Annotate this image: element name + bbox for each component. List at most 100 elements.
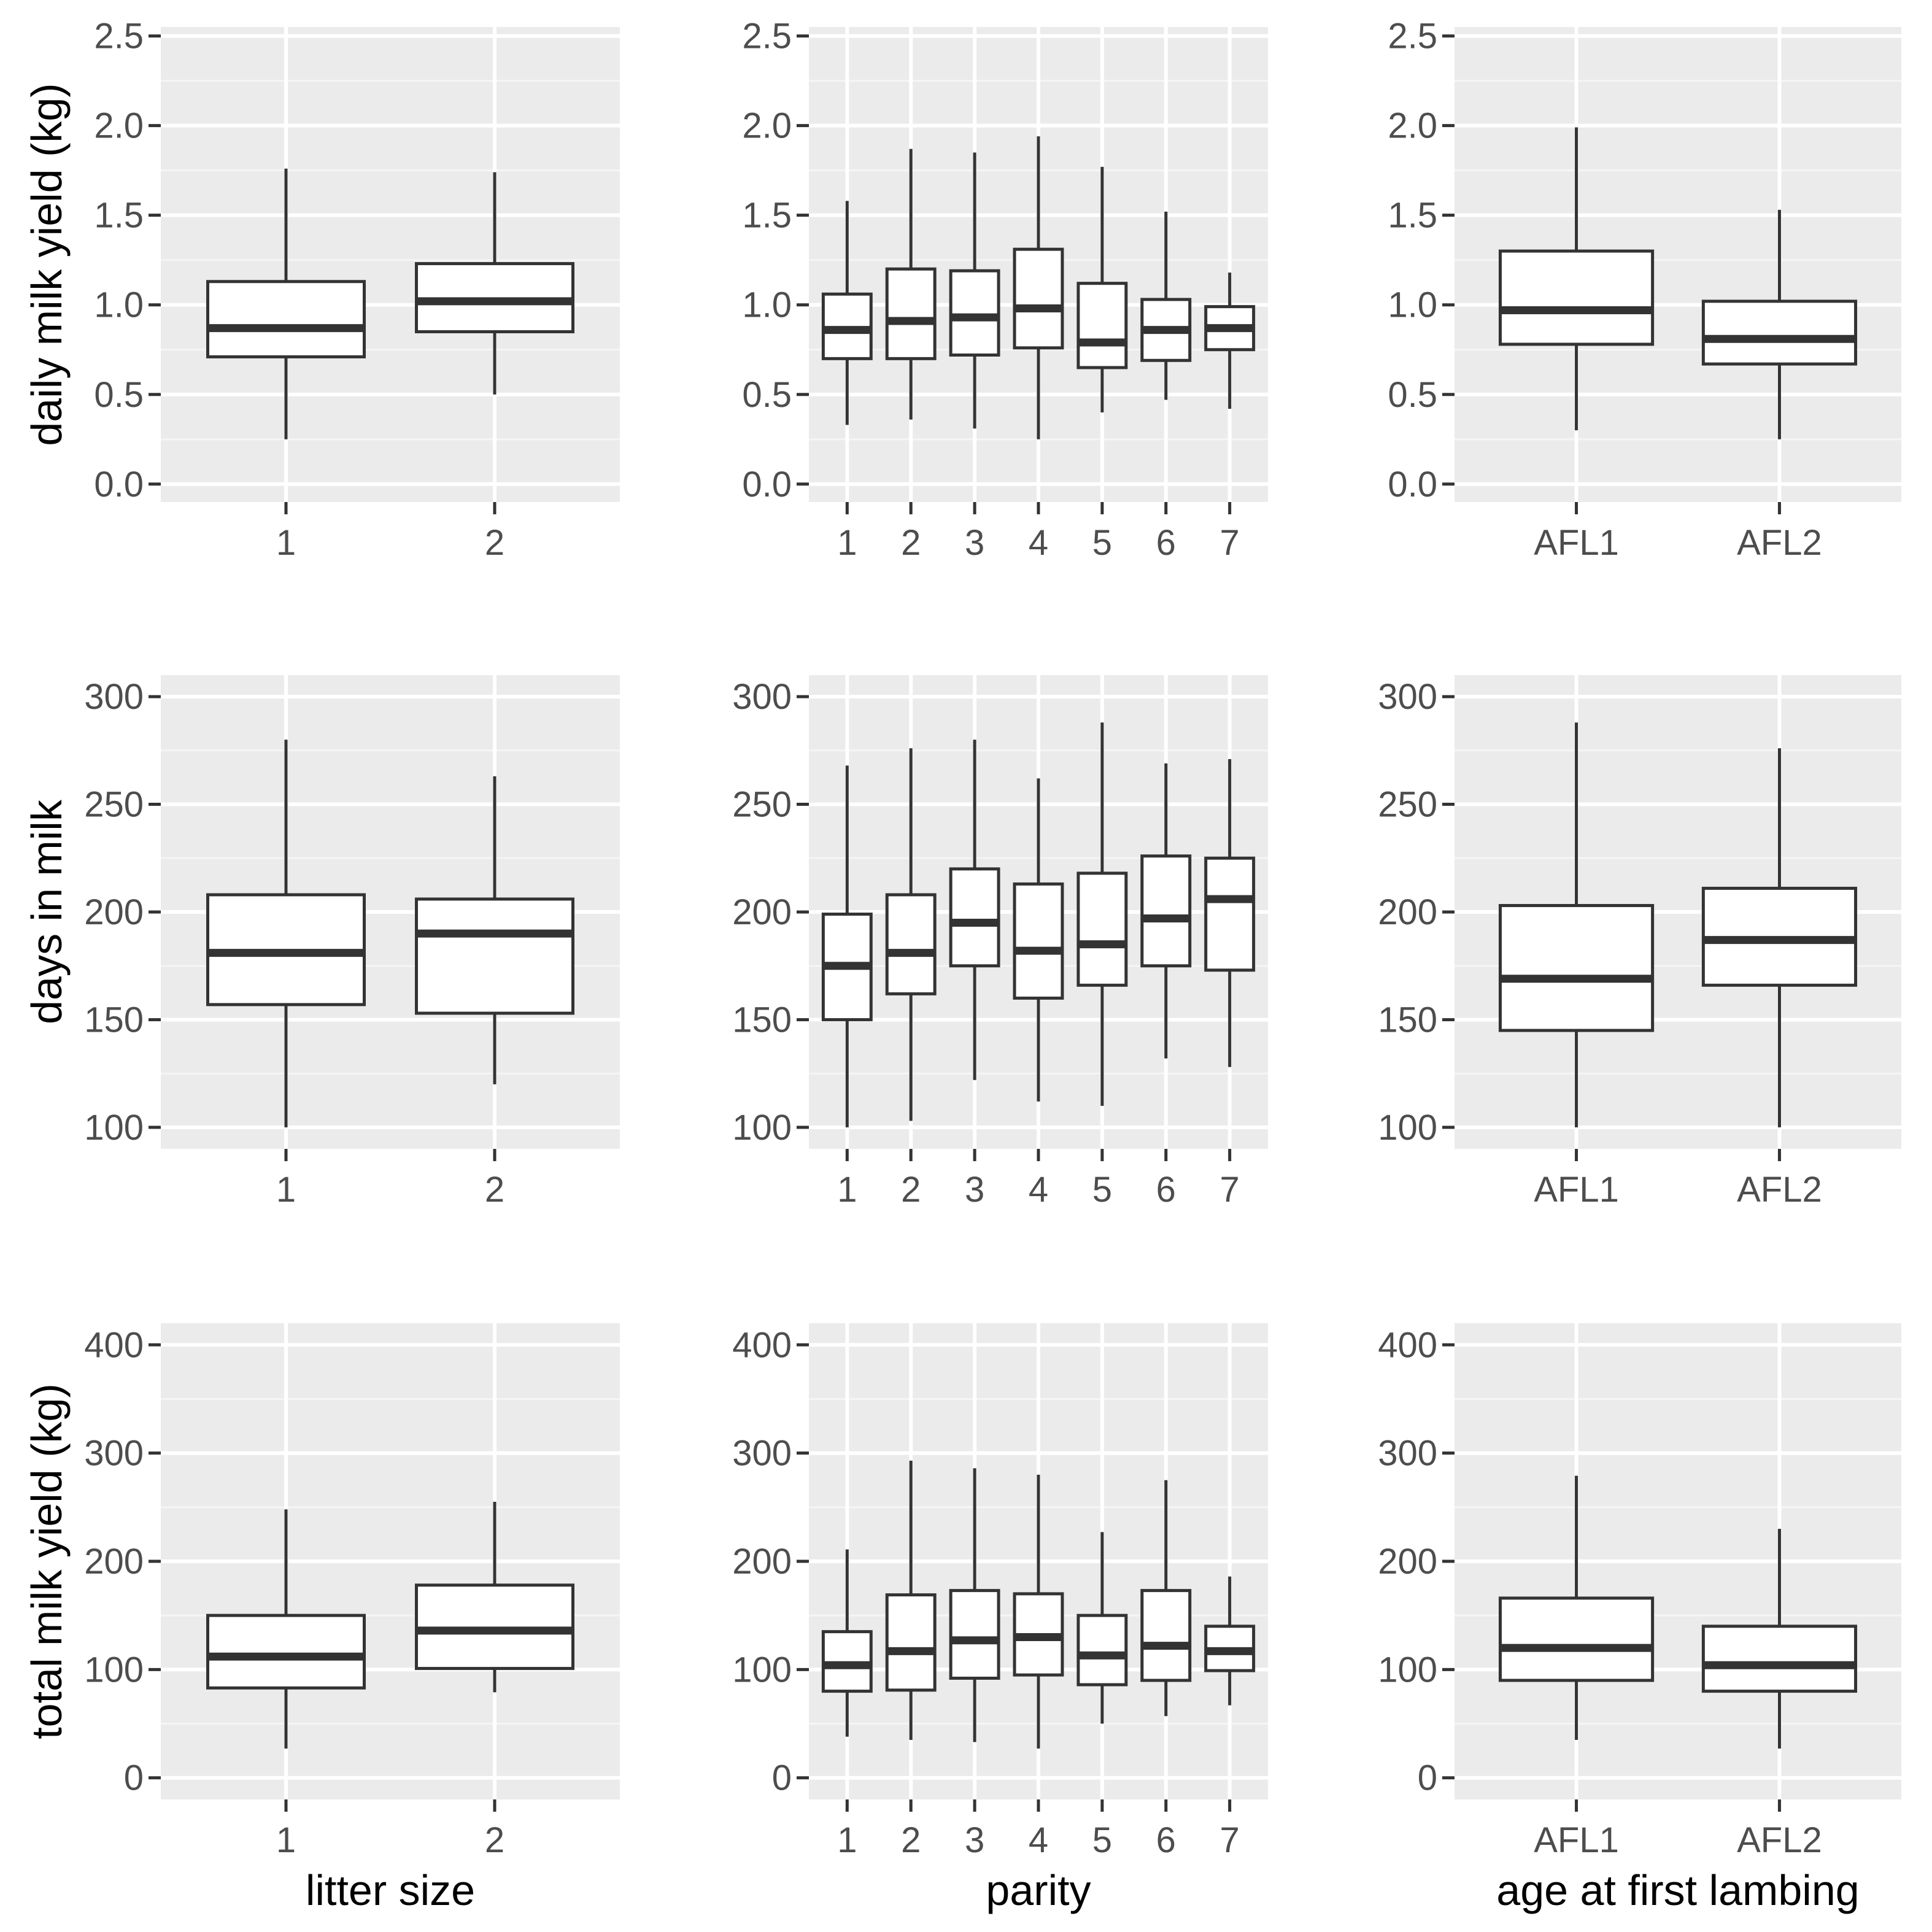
x-tick-label: AFL1 <box>1534 523 1619 563</box>
y-tick-label: 100 <box>84 1650 144 1690</box>
x-tick-label: 2 <box>901 1820 921 1860</box>
panel-2-1: 0 100 200 300 400 1 2 3 4 5 6 7 parity <box>732 1323 1268 1914</box>
x-tick-label: 7 <box>1220 1170 1240 1210</box>
box-AFL2 <box>1701 209 1858 439</box>
y-axis-title: daily milk yield (kg) <box>23 83 71 446</box>
panel-1-1: 100 150 200 250 300 1 2 3 4 5 6 7 <box>732 675 1268 1210</box>
x-tick-label: 6 <box>1156 1820 1176 1860</box>
box-1 <box>821 765 873 1127</box>
box-2 <box>885 1460 937 1740</box>
y-tick-label: 300 <box>732 677 792 717</box>
x-tick-label: 1 <box>276 523 296 563</box>
x-tick-label: AFL1 <box>1534 1170 1619 1210</box>
x-tick-label: 4 <box>1029 1170 1048 1210</box>
x-tick-label: 5 <box>1092 1820 1112 1860</box>
box-3 <box>949 1468 1000 1742</box>
x-tick-label: 2 <box>901 523 921 563</box>
box-AFL1 <box>1498 127 1655 431</box>
y-tick-label: 100 <box>1378 1108 1437 1148</box>
y-tick-label: 2.5 <box>742 17 792 56</box>
x-tick-label: 1 <box>837 523 857 563</box>
y-tick-label: 100 <box>1378 1650 1437 1690</box>
y-tick-label: 1.5 <box>1388 196 1437 236</box>
x-tick-label: 3 <box>965 1820 984 1860</box>
y-tick-label: 2.5 <box>1388 17 1437 56</box>
box-iqr <box>1498 903 1655 1032</box>
x-tick-label: AFL1 <box>1534 1820 1619 1860</box>
box-2 <box>415 776 574 1084</box>
box-iqr <box>949 269 1000 357</box>
x-tick-label: 1 <box>276 1820 296 1860</box>
y-tick-label: 2.0 <box>94 106 144 146</box>
box-AFL1 <box>1498 722 1655 1127</box>
panel-0-2: 0.0 0.5 1.0 1.5 2.0 2.5 AFL1 AFL2 <box>1388 17 1901 563</box>
y-tick-label: 0.5 <box>1388 375 1437 415</box>
box-iqr <box>206 280 366 358</box>
box-iqr <box>885 1593 937 1692</box>
y-tick-label: 0 <box>124 1758 144 1798</box>
box-iqr <box>1076 1613 1128 1687</box>
box-iqr <box>1076 871 1128 987</box>
x-tick-label: 2 <box>485 1170 504 1210</box>
x-axis-title: litter size <box>306 1866 475 1914</box>
x-tick-label: 4 <box>1029 1820 1048 1860</box>
y-tick-label: 0.5 <box>742 375 792 415</box>
y-tick-label: 300 <box>1378 1434 1437 1474</box>
y-tick-label: 150 <box>1378 1000 1437 1040</box>
x-tick-label: 1 <box>837 1170 857 1210</box>
y-tick-label: 1.5 <box>94 196 144 236</box>
box-iqr <box>885 893 937 995</box>
box-iqr <box>1013 247 1064 350</box>
x-axis-title: age at first lambing <box>1496 1866 1859 1914</box>
y-tick-label: 0.0 <box>742 465 792 504</box>
x-tick-label: 1 <box>276 1170 296 1210</box>
panel-0-0: 0.0 0.5 1.0 1.5 2.0 2.5 1 2 daily milk yield (kg… <box>23 17 620 563</box>
box-iqr <box>1204 856 1256 972</box>
box-iqr <box>1140 854 1192 968</box>
y-tick-label: 300 <box>732 1434 792 1474</box>
y-tick-label: 1.0 <box>1388 285 1437 325</box>
y-tick-label: 100 <box>84 1108 144 1148</box>
box-7 <box>1204 1576 1256 1706</box>
box-iqr <box>1498 249 1655 346</box>
y-tick-label: 0 <box>1418 1758 1437 1798</box>
x-tick-label: 5 <box>1092 523 1112 563</box>
y-tick-label: 200 <box>732 1542 792 1582</box>
y-tick-label: 200 <box>1378 1542 1437 1582</box>
box-3 <box>949 152 1000 429</box>
box-2 <box>885 149 937 420</box>
panel-1-0: 100 150 200 250 300 1 2 days in milk <box>23 675 620 1210</box>
y-tick-label: 2.0 <box>1388 106 1437 146</box>
x-tick-label: 2 <box>485 523 504 563</box>
box-4 <box>1013 778 1064 1102</box>
box-7 <box>1204 272 1256 409</box>
y-tick-label: 400 <box>1378 1325 1437 1365</box>
x-tick-label: 3 <box>965 1170 984 1210</box>
panel-0-1: 0.0 0.5 1.0 1.5 2.0 2.5 1 2 3 4 5 6 7 <box>742 17 1268 563</box>
box-5 <box>1076 1532 1128 1724</box>
box-iqr <box>949 1589 1000 1680</box>
x-tick-label: 4 <box>1029 523 1048 563</box>
box-7 <box>1204 759 1256 1067</box>
box-6 <box>1140 763 1192 1059</box>
x-tick-label: 6 <box>1156 1170 1176 1210</box>
box-iqr <box>1498 1596 1655 1682</box>
y-tick-label: 0 <box>772 1758 792 1798</box>
y-tick-label: 400 <box>732 1325 792 1365</box>
x-tick-label: 2 <box>485 1820 504 1860</box>
box-1 <box>821 201 873 425</box>
y-tick-label: 0.0 <box>94 465 144 504</box>
box-5 <box>1076 722 1128 1106</box>
x-axis-title: parity <box>986 1866 1091 1914</box>
panel-2-0: 0 100 200 300 400 1 2 total milk yield (kg) litt… <box>23 1323 620 1914</box>
y-tick-label: 100 <box>732 1108 792 1148</box>
box-iqr <box>1701 1625 1858 1693</box>
y-tick-label: 2.5 <box>94 17 144 56</box>
box-iqr <box>415 897 574 1015</box>
y-tick-label: 300 <box>84 677 144 717</box>
box-iqr <box>206 1613 366 1690</box>
box-iqr <box>885 267 937 360</box>
x-tick-label: 1 <box>837 1820 857 1860</box>
y-tick-label: 1.5 <box>742 196 792 236</box>
box-iqr <box>1013 882 1064 1000</box>
